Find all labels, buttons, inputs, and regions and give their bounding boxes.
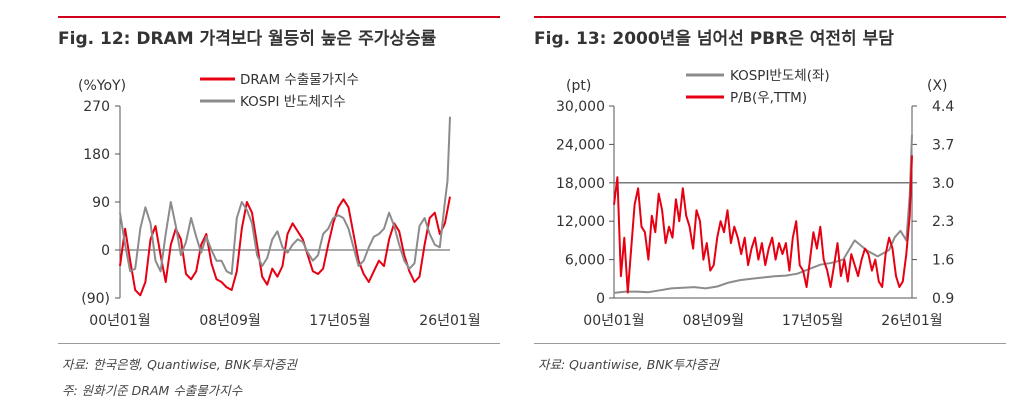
right-x-tick-label: 08년09월 — [683, 313, 744, 329]
left-series-kospi-line — [119, 116, 451, 275]
left-y-tick-label: 270 — [83, 99, 110, 115]
right-series-pb-line — [613, 155, 913, 294]
right-right-axis-unit: (X) — [927, 78, 948, 94]
right-series-kospi-line — [613, 134, 913, 294]
left-chart-title: Fig. 12: DRAM 가격보다 월등히 높은 주가상승률 — [58, 29, 437, 49]
right-x-tick-label: 00년01월 — [583, 313, 644, 329]
right-right-tick-label: 3.0 — [932, 176, 954, 192]
right-right-tick-label: 0.9 — [932, 291, 954, 307]
right-left-tick-label: 30,000 — [556, 99, 605, 115]
right-legend-label: KOSPI반도체(좌) — [730, 68, 830, 84]
right-panel-bottom-rule — [534, 343, 1006, 344]
left-x-tick-label: 00년01월 — [89, 313, 150, 329]
left-chart: (%YoY) 270 180 90 0 (90) 00년01월 08년09월 17년05월 26년… — [78, 72, 481, 329]
right-chart-title: Fig. 13: 2000년을 넘어선 PBR은 여전히 부담 — [534, 29, 894, 49]
right-right-tick-label: 1.6 — [932, 253, 954, 269]
right-left-tick-label: 18,000 — [556, 176, 605, 192]
left-footnote: 주: 원화기준 DRAM 수출물가지수 — [62, 383, 243, 398]
right-right-tick-label: 4.4 — [932, 99, 954, 115]
right-left-axis-unit: (pt) — [566, 78, 591, 94]
left-y-tick-label: 0 — [101, 243, 110, 259]
left-legend-label: DRAM 수출물가지수 — [240, 72, 359, 88]
right-source-note: 자료: Quantiwise, BNK투자증권 — [538, 357, 719, 372]
right-left-tick-label: 6,000 — [565, 253, 605, 269]
right-panel-top-rule — [534, 16, 1006, 18]
left-x-tick-label: 17년05월 — [309, 313, 370, 329]
right-chart: (pt) (X) 30,000 24,000 18,000 12,000 6,000 0 4.4… — [556, 68, 954, 329]
left-legend-label: KOSPI 반도체지수 — [240, 94, 346, 110]
right-legend-label: P/B(우,TTM) — [730, 90, 807, 106]
right-x-tick-label: 26년01월 — [881, 313, 942, 329]
left-y-axis-unit: (%YoY) — [78, 78, 126, 94]
left-panel-bottom-rule — [58, 343, 500, 344]
right-x-tick-label: 17년05월 — [782, 313, 843, 329]
left-x-tick-label: 26년01월 — [419, 313, 480, 329]
left-source-note: 자료: 한국은행, Quantiwise, BNK투자증권 — [62, 357, 297, 372]
right-left-tick-label: 0 — [596, 291, 605, 307]
left-panel-top-rule — [58, 16, 500, 18]
right-left-tick-label: 24,000 — [556, 137, 605, 153]
left-x-tick-label: 08년09월 — [199, 313, 260, 329]
right-right-tick-label: 2.3 — [932, 214, 954, 230]
left-y-tick-label: 180 — [83, 147, 110, 163]
right-right-tick-label: 3.7 — [932, 137, 954, 153]
left-y-tick-label: 90 — [92, 195, 110, 211]
left-y-tick-label: (90) — [81, 291, 110, 307]
right-left-tick-label: 12,000 — [556, 214, 605, 230]
